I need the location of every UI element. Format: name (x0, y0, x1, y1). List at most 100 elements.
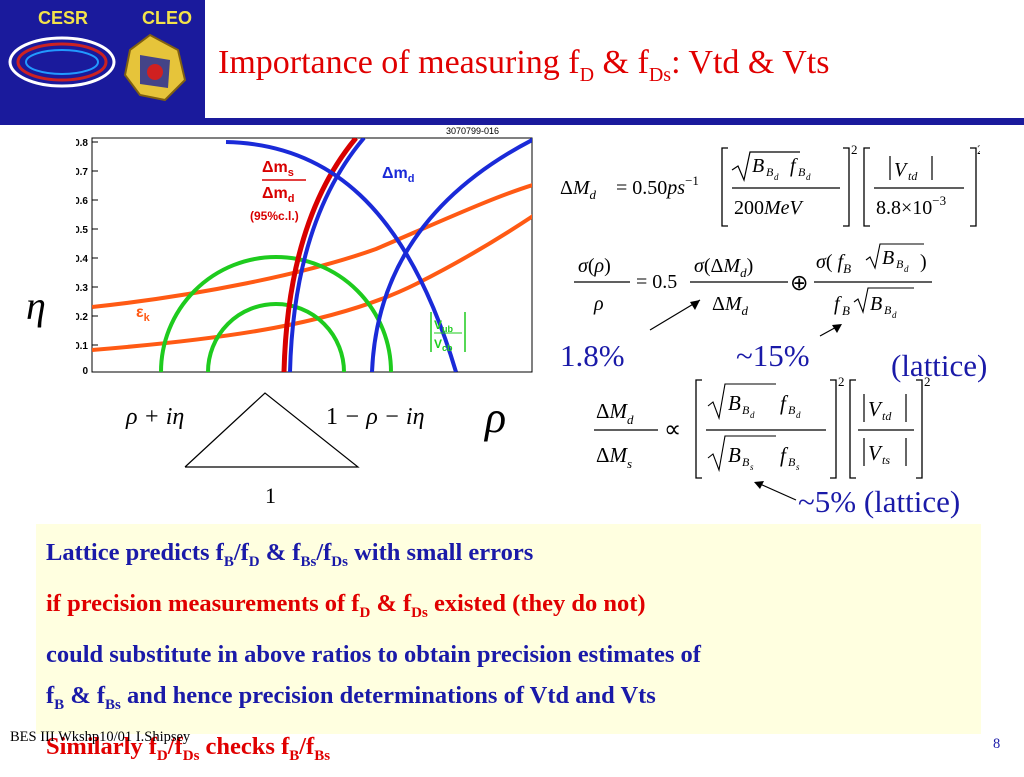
svg-text:d: d (904, 264, 909, 274)
svg-text:0.1: 0.1 (76, 341, 88, 352)
triangle-base-label: 1 (265, 483, 276, 508)
svg-text:2: 2 (924, 374, 931, 389)
cesr-cleo-logo: CESR CLEO (0, 0, 205, 118)
lattice-label-1: (lattice) (891, 348, 988, 383)
svg-text:ρ: ρ (593, 293, 604, 315)
y-ticks (92, 141, 98, 346)
svg-text:B: B (728, 443, 741, 467)
summary-line-3: could substitute in above ratios to obta… (46, 640, 701, 668)
svg-text:0.8: 0.8 (76, 138, 88, 149)
header-divider (0, 118, 1024, 125)
vub-label: Vub (434, 318, 454, 334)
svg-text:B: B (766, 165, 774, 179)
svg-text:B: B (728, 391, 741, 415)
svg-text:B: B (788, 403, 796, 417)
svg-text:B: B (752, 155, 764, 177)
svg-text:d: d (892, 310, 897, 320)
logo-cleo-text: CLEO (142, 8, 193, 28)
svg-text:0.6: 0.6 (76, 196, 88, 207)
triangle-left-label: ρ + iη (126, 404, 185, 430)
svg-text:0.3: 0.3 (76, 283, 88, 294)
svg-text:B: B (798, 165, 806, 179)
pct-5-label: ~5% (lattice) (798, 484, 961, 519)
svg-text:f: f (834, 293, 842, 315)
svg-text:): ) (920, 251, 927, 273)
svg-text:200MeV: 200MeV (734, 197, 805, 219)
svg-text:0.7: 0.7 (76, 167, 88, 178)
summary-line-1: Lattice predicts fB/fD & fBs/fDs with sm… (46, 539, 534, 570)
arrows-pct (649, 299, 842, 337)
svg-text:d: d (806, 172, 811, 182)
svg-text:0.4: 0.4 (76, 254, 88, 265)
svg-text:ΔMd: ΔMd (560, 177, 597, 202)
svg-text:B: B (896, 257, 904, 271)
vub-vcb-circle-inner (206, 302, 346, 372)
rho-axis-label: ρ (485, 393, 507, 442)
svg-text:2: 2 (838, 374, 845, 389)
svg-text:B: B (884, 303, 892, 317)
dmd-curve-inner (370, 138, 532, 372)
ratio-num: Δms (262, 159, 294, 179)
svg-text:⊕: ⊕ (790, 270, 808, 295)
svg-text:f: f (780, 443, 789, 467)
svg-text:V: V (894, 159, 909, 181)
ratio-den: Δmd (262, 185, 294, 205)
footer-text: BES III Wkshp10/01 I.Shipsey (10, 729, 191, 745)
vcb-label: Vcb (434, 337, 453, 353)
dmd-curve-outer (225, 140, 458, 372)
svg-text:2: 2 (977, 142, 980, 157)
dms-dmd-curve-blue (288, 138, 366, 372)
svg-text:0: 0 (82, 366, 88, 377)
arrow-5pct (754, 481, 797, 501)
svg-text:B: B (870, 293, 882, 315)
svg-text:0.5: 0.5 (76, 225, 88, 236)
summary-line-5: Similarly fD/fDs checks fB/fBs (46, 732, 331, 764)
slide-title: Importance of measuring fD & fDs: Vtd & … (218, 44, 830, 86)
svg-text:d: d (796, 410, 801, 420)
svg-text:B: B (742, 455, 750, 469)
svg-text:0.2: 0.2 (76, 312, 88, 323)
dmd-label: Δmd (382, 165, 414, 185)
summary-box: Lattice predicts fB/fD & fBs/fDs with sm… (36, 524, 981, 764)
epsilon-k-label: εk (136, 304, 151, 324)
epsilon-k-curve-upper (92, 183, 532, 309)
summary-line-4: fB & fBs and hence precision determinati… (46, 681, 656, 713)
logo-cesr-text: CESR (38, 8, 89, 28)
logo-graphic (8, 33, 187, 102)
svg-text:= 0.50ps−1: = 0.50ps−1 (616, 173, 699, 199)
unitarity-triangle (184, 392, 360, 468)
svg-text:ts: ts (882, 453, 890, 467)
svg-text:= 0.5: = 0.5 (636, 271, 677, 293)
svg-text:B: B (882, 247, 894, 269)
svg-text:σ( fB: σ( fB (816, 251, 851, 276)
summary-line-2: if precision measurements of fD & fDs ex… (46, 589, 646, 621)
svg-text:ΔMs: ΔMs (596, 443, 632, 471)
svg-text:f: f (780, 391, 789, 415)
vub-vcb-circle-outer (159, 255, 393, 372)
svg-text:8.8×10−3: 8.8×10−3 (876, 193, 946, 219)
svg-text:B: B (742, 403, 750, 417)
svg-text:td: td (882, 409, 892, 423)
svg-text:σ(ΔMd): σ(ΔMd) (694, 255, 753, 280)
pct-rho-label: 1.8% (560, 338, 625, 373)
ratio-cl: (95%c.l.) (250, 209, 299, 223)
svg-text:ΔMd: ΔMd (596, 399, 634, 427)
pct-dmd-label: ~15% (736, 338, 810, 373)
svg-text:f: f (790, 155, 798, 177)
plot-code: 3070799-016 (446, 126, 499, 136)
dms-dmd-curve-red (281, 138, 358, 372)
svg-text:s: s (796, 462, 800, 472)
svg-text:2: 2 (851, 142, 858, 157)
ckm-plot: 3070799-016 0.8 0.7 0.6 0.5 0.4 0.3 0.2 … (76, 126, 533, 377)
triangle-right-label: 1 − ρ − iη (326, 404, 425, 430)
svg-text:V: V (868, 441, 883, 465)
page-number: 8 (993, 736, 1001, 752)
svg-text:B: B (788, 455, 796, 469)
svg-text:B: B (842, 303, 850, 318)
y-tick-labels: 0.8 0.7 0.6 0.5 0.4 0.3 0.2 0.1 0 (76, 138, 88, 377)
svg-text:σ(ρ): σ(ρ) (578, 255, 611, 277)
svg-text:∝: ∝ (664, 417, 681, 443)
svg-text:td: td (908, 169, 918, 183)
